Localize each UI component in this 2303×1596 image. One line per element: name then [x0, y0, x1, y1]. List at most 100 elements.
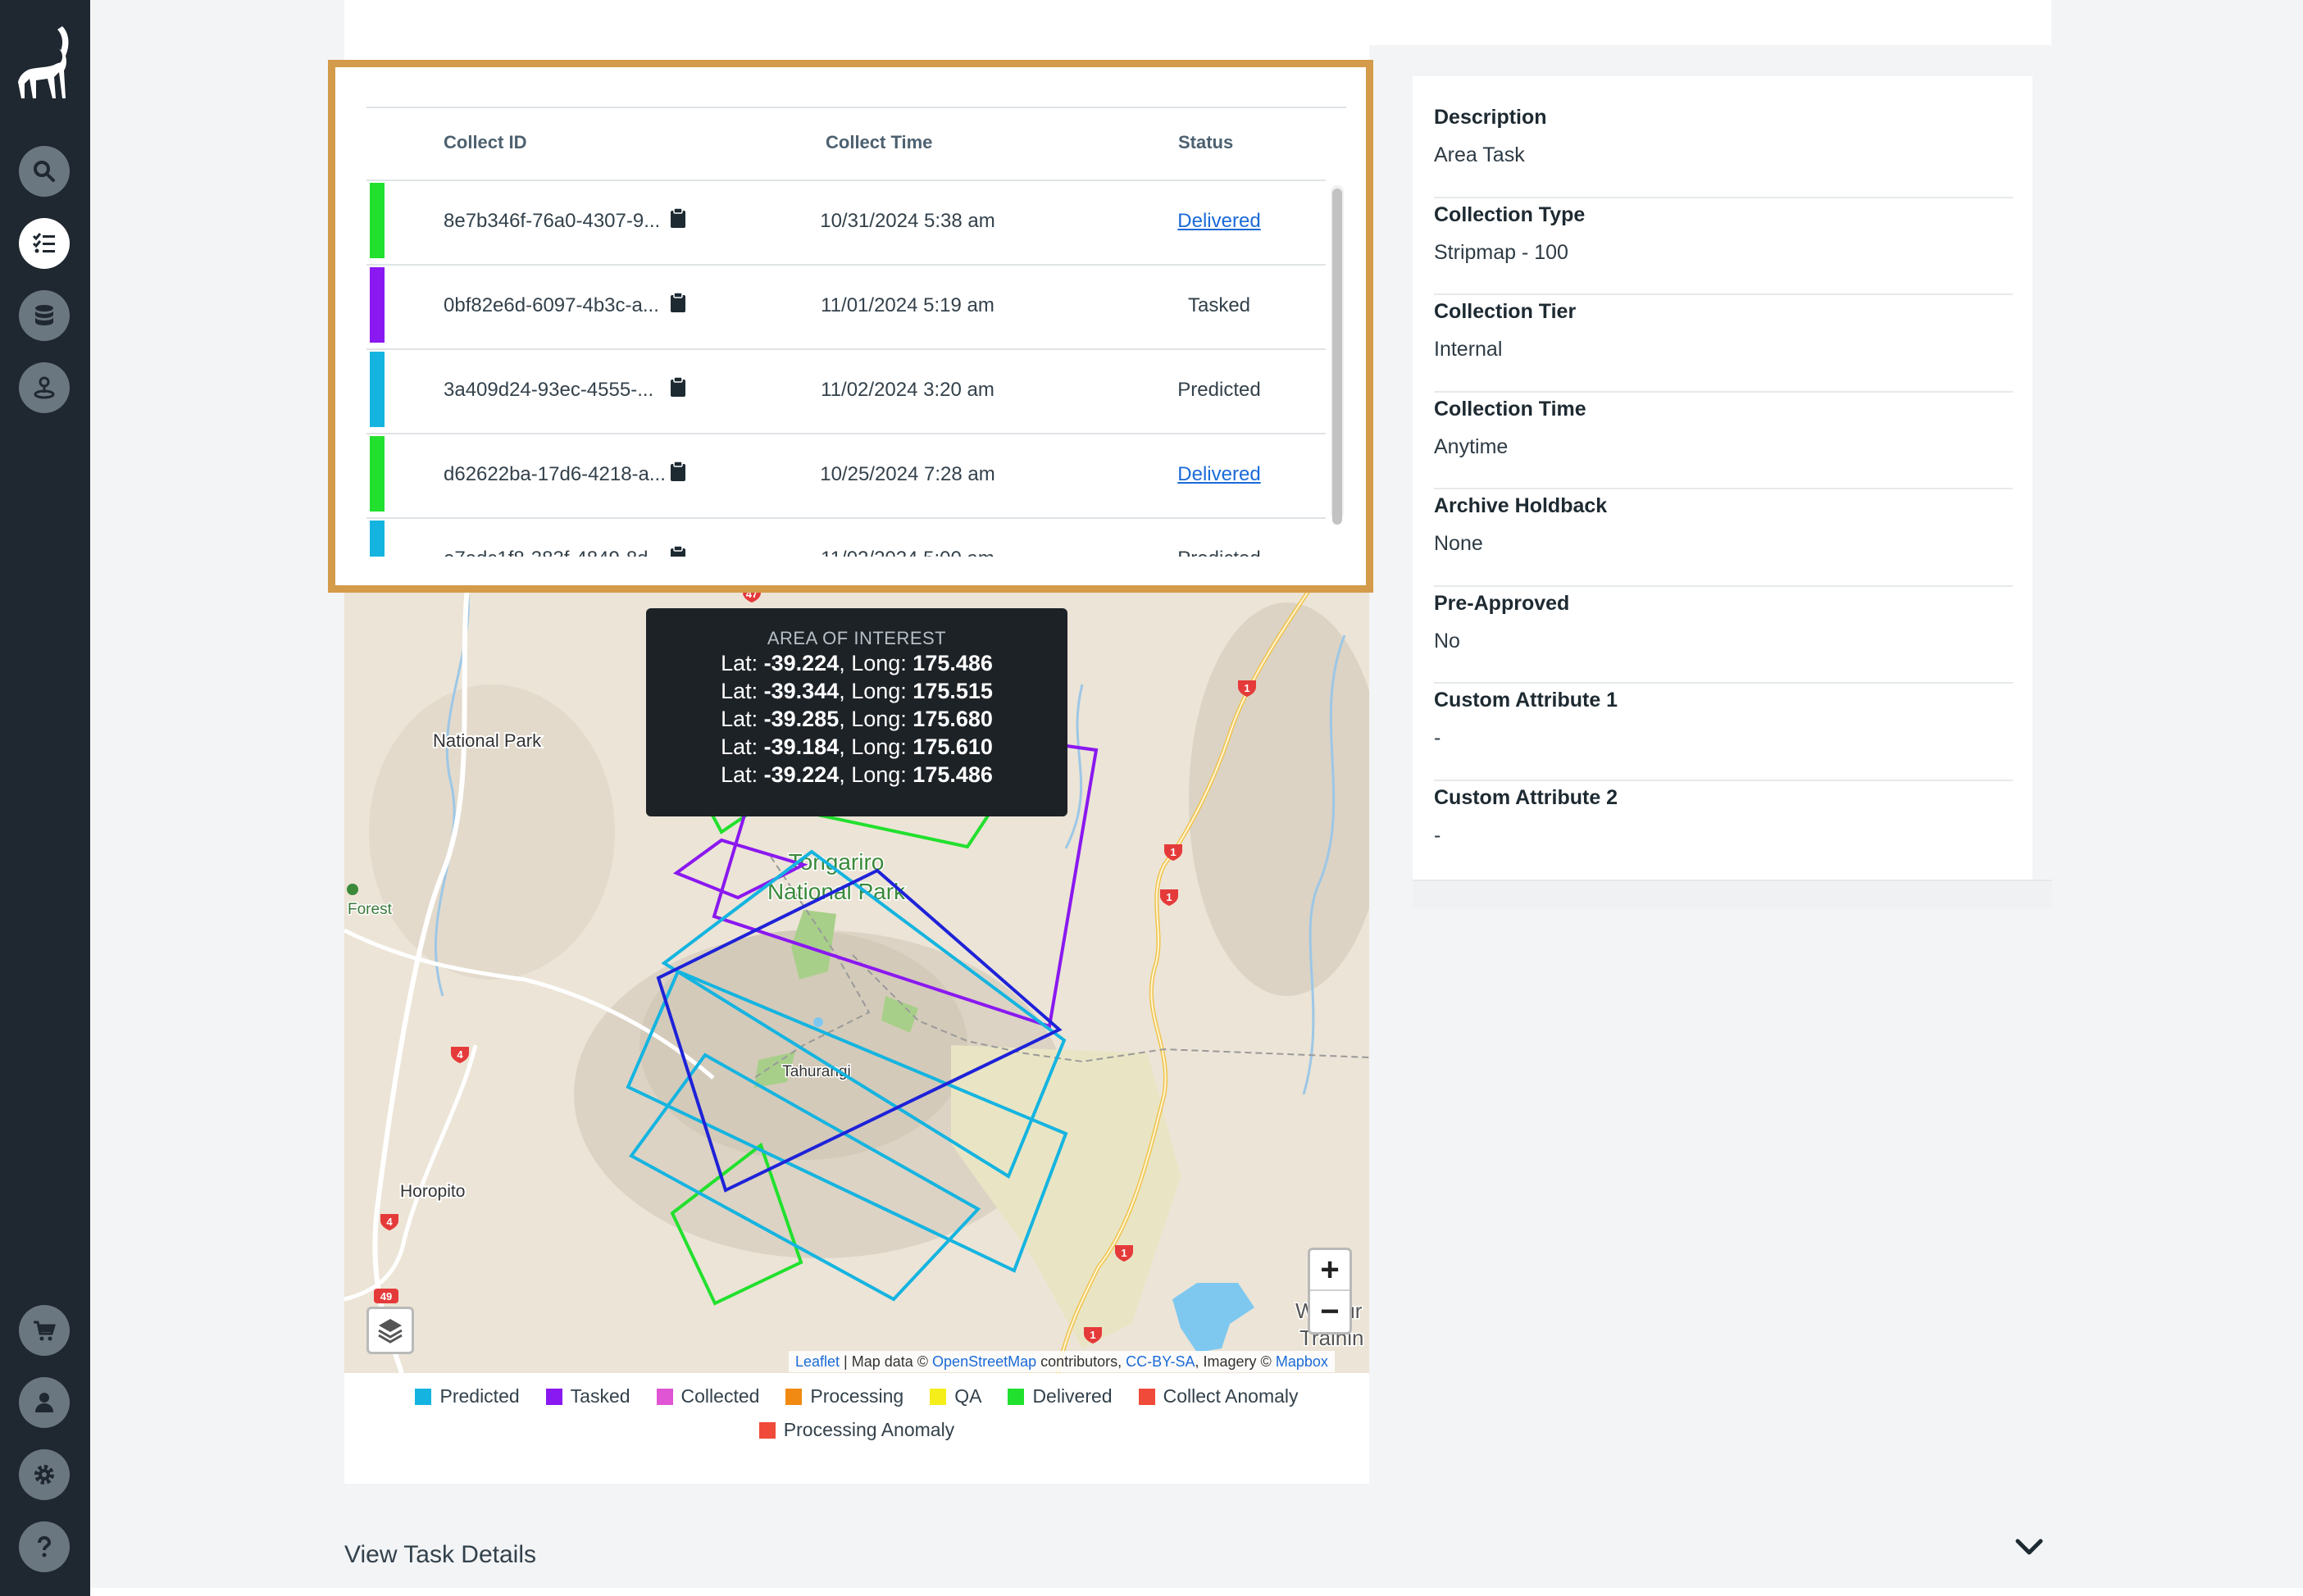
collect-time-cell: 10/31/2024 5:38 am — [820, 210, 995, 232]
tooltip-coordinate-line: Lat: -39.224, Long: 175.486 — [646, 761, 1067, 789]
footprint-predicted-2[interactable] — [626, 969, 1068, 1273]
cart-nav-button[interactable] — [19, 1305, 70, 1356]
legend-item: Collect Anomaly — [1138, 1385, 1299, 1407]
legend-item: Delivered — [1008, 1385, 1113, 1407]
location-nav-button[interactable] — [19, 362, 70, 413]
road-label-1a: 1 — [1244, 682, 1249, 694]
legend-label: Delivered — [1032, 1385, 1113, 1407]
legend-swatch — [785, 1388, 803, 1405]
footprint-delivered-3[interactable] — [670, 1142, 803, 1306]
header-status[interactable]: Status — [1178, 131, 1234, 152]
collect-time-cell: 10/25/2024 7:28 am — [820, 463, 995, 485]
collect-id-cell: 8e7b346f-76a0-4307-9... — [444, 210, 661, 232]
tasks-list-icon — [32, 233, 55, 253]
detail-label: Custom Attribute 1 — [1434, 689, 1618, 712]
header-collect-time[interactable]: Collect Time — [826, 131, 933, 152]
layers-button[interactable] — [366, 1307, 414, 1354]
table-row[interactable]: e7adc1f8-383f-4849-8d... 11/02/2024 5:00 … — [366, 517, 1326, 557]
attribution-text-3: , Imagery © — [1195, 1353, 1276, 1370]
detail-label: Pre-Approved — [1434, 591, 1570, 615]
status-color-swatch — [370, 521, 385, 557]
layers-icon — [378, 1319, 403, 1344]
table-scrollbar[interactable] — [1331, 185, 1344, 525]
table-row[interactable]: 8e7b346f-76a0-4307-9... 10/31/2024 5:38 a… — [366, 180, 1326, 264]
detail-value: Stripmap - 100 — [1434, 240, 1568, 264]
status-color-swatch — [370, 436, 385, 512]
osm-link[interactable]: OpenStreetMap — [932, 1353, 1037, 1370]
search-nav-button[interactable] — [19, 146, 70, 197]
long-label: , Long: — [839, 762, 913, 787]
detail-label: Archive Holdback — [1434, 494, 1608, 517]
legend-label: Processing Anomaly — [783, 1419, 955, 1440]
legend-item: Processing Anomaly — [758, 1419, 955, 1441]
tooltip-coordinate-line: Lat: -39.184, Long: 175.610 — [646, 733, 1067, 761]
clipboard-copy-icon[interactable] — [670, 545, 686, 557]
detail-label: Collection Type — [1434, 202, 1586, 226]
footprint-tasked-2[interactable] — [672, 838, 808, 900]
status-color-swatch — [370, 267, 385, 343]
place-forest: Forest — [348, 901, 393, 918]
lat-value: -39.224 — [763, 651, 840, 675]
table-body[interactable]: 8e7b346f-76a0-4307-9... 10/31/2024 5:38 a… — [366, 180, 1326, 557]
map-attribution: Leaflet | Map data © OpenStreetMap contr… — [789, 1351, 1335, 1372]
long-label: , Long: — [839, 679, 913, 703]
tasks-nav-button[interactable] — [19, 218, 70, 269]
table-row[interactable]: 0bf82e6d-6097-4b3c-a... 11/01/2024 5:19 a… — [366, 264, 1326, 348]
footprint-blue-aoi[interactable] — [656, 868, 1063, 1193]
long-label: , Long: — [839, 651, 913, 675]
clipboard-copy-icon[interactable] — [670, 376, 686, 398]
clipboard-copy-icon[interactable] — [670, 461, 686, 482]
scrollbar-thumb[interactable] — [1332, 189, 1342, 525]
zoom-control: + − — [1308, 1248, 1352, 1335]
user-icon — [35, 1393, 53, 1412]
footprint-predicted-3[interactable] — [629, 1053, 981, 1302]
zoom-out-button[interactable]: − — [1320, 1293, 1340, 1330]
zoom-in-button[interactable]: + — [1310, 1250, 1349, 1291]
forest-marker-icon — [347, 884, 358, 895]
map[interactable]: 47 1 1 1 4 4 1 1 49 National Park Tongar… — [344, 586, 1369, 1373]
clipboard-copy-icon[interactable] — [670, 207, 686, 229]
collect-id-cell: d62622ba-17d6-4218-a... — [444, 463, 666, 485]
ibex-logo-icon[interactable] — [15, 23, 74, 102]
road-label-1c: 1 — [1166, 891, 1172, 903]
mapbox-link[interactable]: Mapbox — [1275, 1353, 1328, 1370]
detail-value: No — [1434, 629, 1460, 652]
table-row[interactable]: 3a409d24-93ec-4555-... 11/02/2024 3:20 am… — [366, 348, 1326, 433]
legend-item: Processing — [785, 1385, 903, 1407]
status-delivered-link[interactable]: Delivered — [1177, 210, 1261, 232]
road-label-1b: 1 — [1170, 846, 1176, 858]
long-value: 175.486 — [913, 762, 993, 787]
collect-id-cell: e7adc1f8-383f-4849-8d... — [444, 548, 665, 557]
long-value: 175.610 — [913, 734, 993, 759]
legend-label: Predicted — [439, 1385, 520, 1407]
collect-id-cell: 0bf82e6d-6097-4b3c-a... — [444, 294, 659, 316]
status-color-swatch — [370, 352, 385, 427]
road-label-1e: 1 — [1090, 1329, 1095, 1341]
database-nav-button[interactable] — [19, 290, 70, 341]
lat-label: Lat: — [721, 707, 764, 731]
header-collect-id[interactable]: Collect ID — [444, 131, 527, 152]
table-row[interactable]: d62622ba-17d6-4218-a... 10/25/2024 7:28 a… — [366, 433, 1326, 517]
detail-label: Collection Time — [1434, 397, 1586, 421]
chevron-down-icon[interactable] — [2013, 1535, 2046, 1559]
map-base-layer: 47 1 1 1 4 4 1 1 49 National Park Tongar… — [344, 586, 1369, 1373]
collect-time-cell: 11/02/2024 3:20 am — [821, 379, 994, 401]
status-cell: Tasked — [1187, 294, 1251, 316]
cc-by-sa-link[interactable]: CC-BY-SA — [1126, 1353, 1195, 1370]
long-label: , Long: — [839, 707, 913, 731]
view-task-details-toggle[interactable]: View Task Details — [344, 1541, 536, 1568]
lat-value: -39.344 — [763, 679, 840, 703]
detail-field: Archive Holdback None — [1434, 489, 2013, 587]
clipboard-copy-icon[interactable] — [670, 292, 686, 313]
user-nav-button[interactable] — [19, 1377, 70, 1428]
settings-nav-button[interactable] — [19, 1449, 70, 1500]
legend-item: Collected — [656, 1385, 759, 1407]
long-value: 175.486 — [913, 651, 993, 675]
status-delivered-link[interactable]: Delivered — [1177, 463, 1261, 485]
footprint-predicted-1[interactable] — [661, 849, 1067, 1179]
leaflet-link[interactable]: Leaflet — [795, 1353, 840, 1370]
legend-swatch — [1008, 1388, 1025, 1405]
help-nav-button[interactable] — [19, 1521, 70, 1572]
legend-item: QA — [930, 1385, 981, 1407]
detail-field: Collection Tier Internal — [1434, 295, 2013, 393]
